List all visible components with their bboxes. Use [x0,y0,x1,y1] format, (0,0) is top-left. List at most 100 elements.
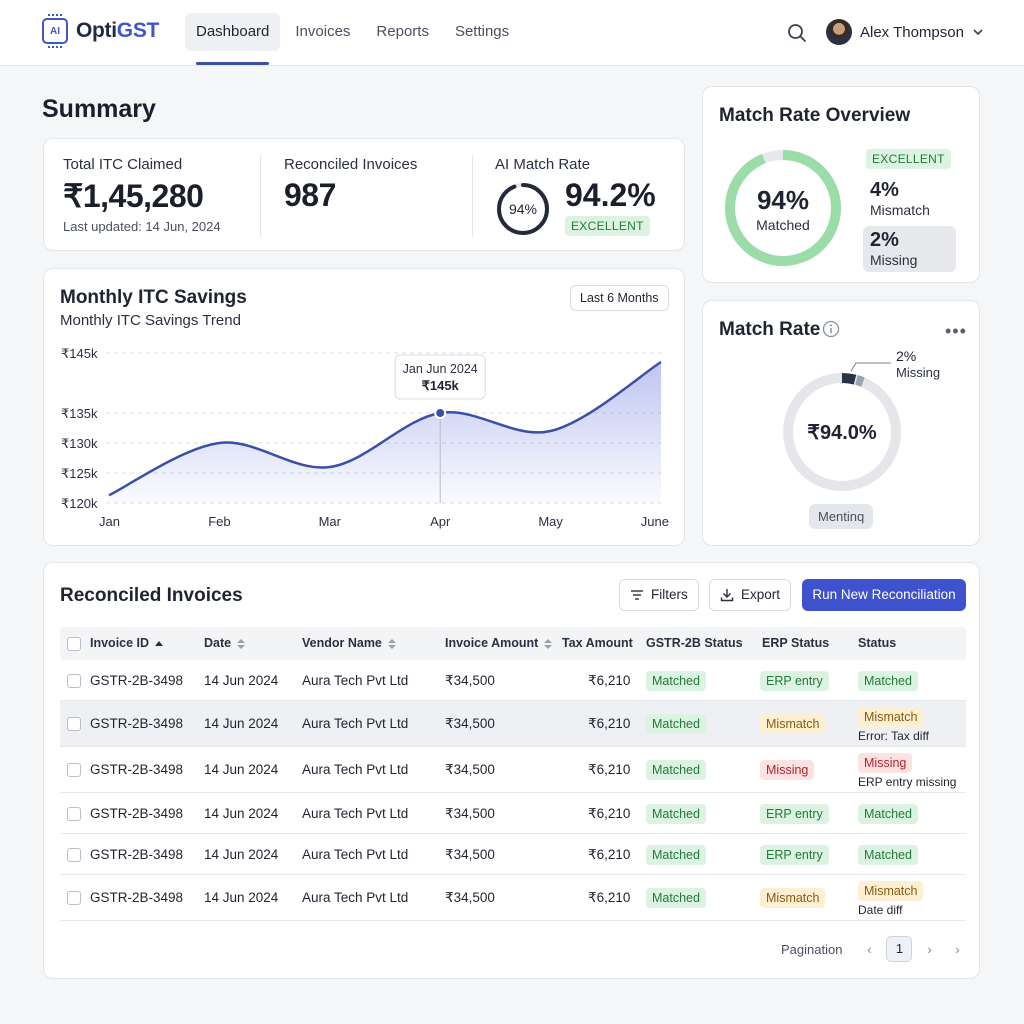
invoice-date: 14 Jun 2024 [204,716,279,731]
table-row[interactable]: GSTR-2B-3498 14 Jun 2024 Aura Tech Pvt Ltd… [60,747,966,793]
overview-donut [725,150,841,266]
user-menu[interactable]: Alex Thompson [826,19,984,45]
page-title: Summary [42,95,156,123]
avatar [826,19,852,45]
match-rate-center-value: ₹94.0% [807,422,877,444]
gstr-status-badge: Matched [646,845,706,865]
table-header: Invoice ID Date Vendor Name Invoice Amou… [60,627,966,660]
select-all-checkbox[interactable] [67,637,81,651]
invoice-amount: ₹34,500 [445,890,495,905]
row-checkbox[interactable] [67,717,81,731]
x-tick-label: Mar [319,514,342,529]
erp-status-badge: ERP entry [760,804,829,824]
invoice-id[interactable]: GSTR-2B-3498 [90,890,184,905]
invoice-id[interactable]: GSTR-2B-3498 [90,806,184,821]
x-tick-label: Feb [208,514,230,529]
col-status[interactable]: Status [858,636,897,650]
sort-icon [544,638,553,649]
top-navigation-bar: AI OptiGST Dashboard Invoices Reports Se… [0,0,1024,66]
match-rate-title: Match Rate [719,319,821,340]
app-name: OptiGST [76,19,160,42]
pagination: Pagination ‹ 1 › › [781,936,966,962]
status-badge: Matched [858,804,918,824]
row-checkbox[interactable] [67,807,81,821]
tax-amount: ₹6,210 [588,847,631,862]
invoice-id[interactable]: GSTR-2B-3498 [90,673,184,688]
table-title: Reconciled Invoices [60,585,243,606]
total-itc-label: Total ITC Claimed [63,156,183,173]
col-invoice-amount[interactable]: Invoice Amount [445,627,553,660]
col-invoice-id[interactable]: Invoice ID [90,627,164,660]
row-checkbox[interactable] [67,891,81,905]
overview-mismatch-label: Mismatch [870,202,930,218]
invoice-amount: ₹34,500 [445,762,495,777]
more-options-icon[interactable]: ••• [945,321,967,341]
vendor-name: Aura Tech Pvt Ltd [302,890,409,905]
erp-status-badge: ERP entry [760,671,829,691]
gstr-status-badge: Matched [646,671,706,691]
status-note: Date diff [858,903,903,917]
nav-reports[interactable]: Reports [376,23,429,40]
invoice-id[interactable]: GSTR-2B-3498 [90,762,184,777]
export-button[interactable]: Export [709,579,792,611]
vendor-name: Aura Tech Pvt Ltd [302,847,409,862]
row-checkbox[interactable] [67,848,81,862]
tooltip-date: Jan Jun 2024 [403,362,478,376]
run-reconciliation-button[interactable]: Run New Reconciliation [802,579,966,611]
missing-highlight [863,226,956,272]
match-rate-card: Match Rate ••• ₹94.0% 2% Missing Mentinq [702,300,980,546]
nav-settings[interactable]: Settings [454,23,510,40]
table-row[interactable]: GSTR-2B-3498 14 Jun 2024 Aura Tech Pvt Ltd… [60,660,966,701]
nav-dashboard[interactable]: Dashboard [185,13,281,65]
tax-amount: ₹6,210 [588,806,631,821]
savings-chart: ₹120k ₹125k ₹130k ₹135k ₹145k Jan Feb Mar Apr Ma… [61,346,669,529]
col-tax-amount[interactable]: Tax Amount [562,636,633,650]
table-row[interactable]: GSTR-2B-3498 14 Jun 2024 Aura Tech Pvt Ltd… [60,834,966,875]
col-erp-status[interactable]: ERP Status [762,636,830,650]
col-vendor[interactable]: Vendor Name [302,627,396,660]
table-row[interactable]: GSTR-2B-3498 14 Jun 2024 Aura Tech Pvt Ltd… [60,793,966,834]
row-checkbox[interactable] [67,674,81,688]
chart-tooltip: Jan Jun 2024 ₹145k [394,354,486,400]
ai-match-label: AI Match Rate [495,156,591,173]
reconciled-label: Reconciled Invoices [284,156,418,173]
status-badge: Matched [858,671,918,691]
chevron-last-icon[interactable]: › [955,941,960,957]
match-rate-missing-label: Missing [896,365,941,380]
row-checkbox[interactable] [67,763,81,777]
sort-asc-icon [155,640,164,646]
nav-invoices[interactable]: Invoices [295,23,351,40]
app-logo[interactable]: AI OptiGST [42,14,160,48]
y-tick-label: ₹125k [61,466,98,481]
monthly-itc-savings-card: ₹120k ₹125k ₹130k ₹135k ₹145k Jan Feb Mar Apr Ma… [43,268,685,546]
pagination-label: Pagination [781,941,843,957]
page-number[interactable]: 1 [886,936,913,962]
date-range-button[interactable]: Last 6 Months [570,285,669,311]
savings-title: Monthly ITC Savings [60,287,247,308]
tax-amount: ₹6,210 [588,673,631,688]
overview-missing-pct: 2% [870,229,899,251]
col-date[interactable]: Date [204,627,246,660]
status-note: ERP entry missing [858,775,957,789]
status-badge: EXCELLENT [565,216,650,236]
status-note: Error: Tax diff [858,729,929,743]
gstr-status-badge: Matched [646,888,706,908]
main-nav: Dashboard Invoices Reports Settings [185,13,524,65]
chevron-down-icon [973,29,983,36]
info-icon[interactable] [822,320,840,338]
y-tick-label: ₹145k [61,346,98,361]
ai-chip-icon: AI [42,14,68,48]
filters-button[interactable]: Filters [619,579,699,611]
user-name: Alex Thompson [860,23,964,41]
chevron-left-icon[interactable]: ‹ [867,941,872,957]
overview-matched-pct: 94% [756,185,810,215]
savings-subtitle: Monthly ITC Savings Trend [60,312,241,329]
chevron-right-icon[interactable]: › [927,941,932,957]
col-gstr-status[interactable]: GSTR-2B Status [646,636,743,650]
invoice-id[interactable]: GSTR-2B-3498 [90,716,184,731]
table-row[interactable]: GSTR-2B-3498 14 Jun 2024 Aura Tech Pvt Ltd… [60,701,966,747]
invoice-id[interactable]: GSTR-2B-3498 [90,847,184,862]
y-tick-label: ₹130k [61,436,98,451]
search-icon[interactable] [786,22,808,44]
table-row[interactable]: GSTR-2B-3498 14 Jun 2024 Aura Tech Pvt Ltd… [60,875,966,921]
